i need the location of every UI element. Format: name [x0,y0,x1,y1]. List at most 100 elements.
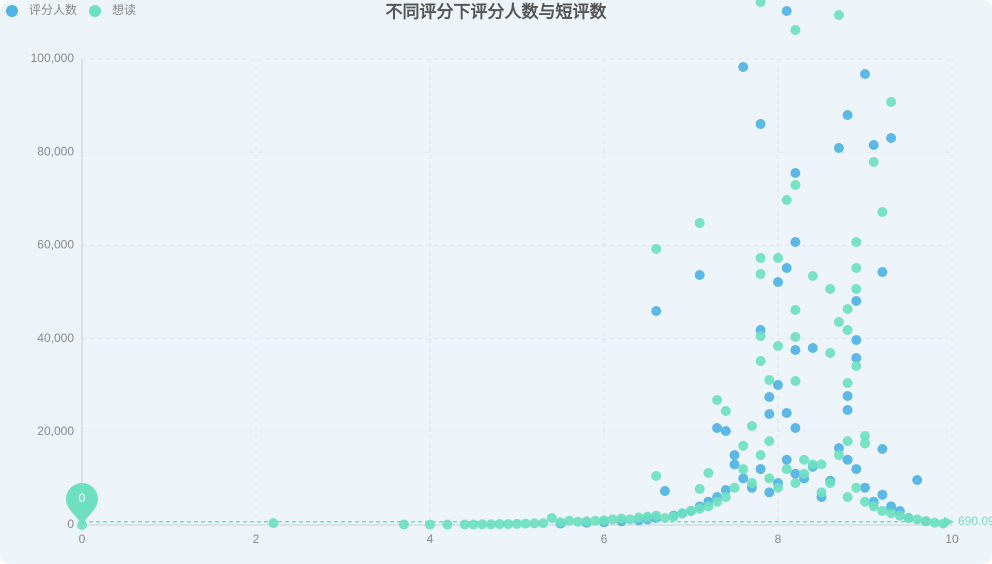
point [755,118,766,129]
point [651,244,662,255]
x-tick-label: 2 [253,532,260,546]
point [860,69,870,80]
point [886,133,897,144]
point [625,514,636,525]
point [860,496,870,507]
point [903,513,914,524]
point [860,430,870,441]
point [816,459,827,470]
point [572,516,583,527]
point [712,395,723,406]
point [842,454,853,465]
point [738,464,749,475]
point [546,513,557,524]
point [842,378,853,389]
point [851,352,862,363]
point [651,510,662,521]
point [755,268,766,279]
point [773,276,783,287]
point [607,514,618,525]
point [459,519,470,530]
point [512,518,522,529]
point [877,506,888,517]
y-tick-label: 0 [67,517,74,531]
point [651,471,662,482]
y-tick-label: 100,000 [31,51,75,65]
point [755,253,766,264]
chart-title: 不同评分下评分人数与短评数 [386,1,608,21]
point [833,450,844,461]
point [720,405,731,416]
point [868,156,879,167]
point [738,62,749,73]
point [703,467,714,478]
point [398,519,409,530]
x-tick-label: 8 [775,532,782,546]
point [790,305,801,316]
point [912,474,923,485]
point [764,374,775,385]
point [503,519,514,530]
point [860,438,870,449]
point [807,459,818,470]
point [703,501,714,512]
point [755,356,766,367]
point [790,180,801,191]
point [642,511,653,522]
point [746,478,757,489]
point [633,512,644,523]
point [790,344,801,355]
point [712,423,723,434]
point [659,513,670,524]
point [755,464,766,475]
point [694,484,705,495]
point [825,478,836,489]
point [860,482,870,493]
point [842,436,853,447]
mark-line-arrow [944,516,954,527]
point [729,482,740,493]
legend-label: 评分人数 [29,2,77,17]
point [764,473,775,484]
x-tick-label: 6 [601,532,608,546]
point [842,109,853,120]
point [564,515,575,526]
point [842,325,853,336]
point [738,473,749,484]
point [851,334,862,345]
point [842,492,853,503]
point [833,443,844,454]
point [833,10,844,21]
point [668,511,679,522]
point [807,271,818,282]
point [877,207,888,218]
point [529,518,540,529]
x-tick-label: 4 [427,532,434,546]
point [877,444,888,455]
point [477,519,488,530]
point [816,487,827,498]
point [790,332,801,343]
point [851,236,862,247]
point [790,168,801,179]
point [773,379,783,390]
point [764,436,775,447]
point [720,492,731,503]
point [694,503,705,514]
point [781,195,792,206]
legend-swatch [6,5,18,17]
point [781,263,792,274]
point [468,519,479,530]
point [877,489,888,500]
point [729,450,740,461]
point [677,508,688,519]
point [790,236,801,247]
point [590,515,601,526]
point [790,468,801,479]
point [773,482,783,493]
point [712,496,723,507]
legend-swatch [89,5,102,17]
point [912,514,923,525]
point [755,330,766,341]
